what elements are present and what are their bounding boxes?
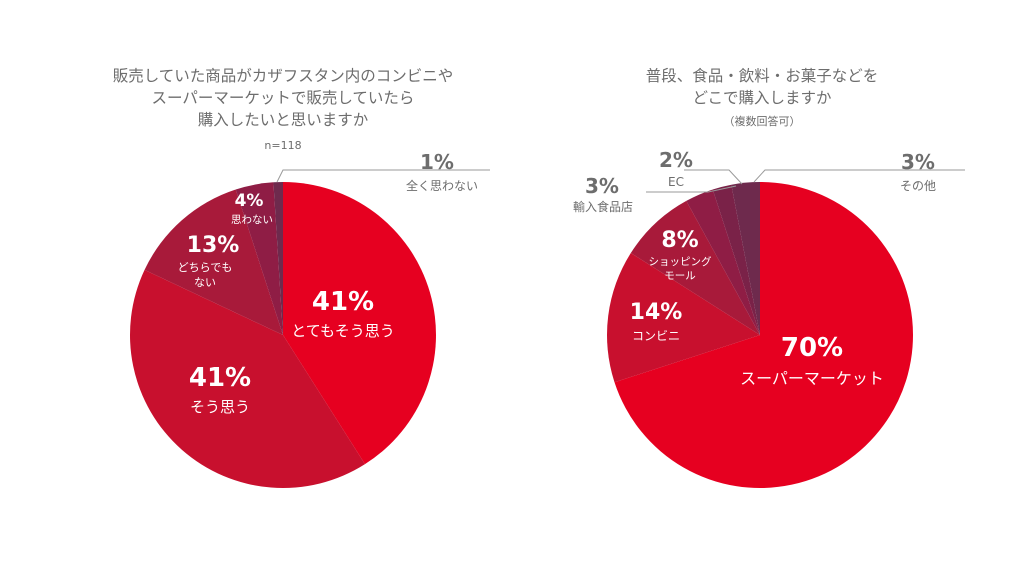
chart-2-slice-3-label-line-2: モール	[664, 270, 696, 282]
chart-2-slice-6-label: その他	[900, 179, 936, 193]
chart-2-title-line-1: 普段、食品・飲料・お菓子などを	[646, 67, 879, 85]
chart-1-title-line-1: 販売していた商品がカザフスタン内のコンビニや	[113, 67, 454, 85]
chart-2-title-line-2: どこで購入しますか	[692, 89, 831, 107]
chart-2-slice-6	[731, 182, 760, 335]
chart-2-slice-5	[712, 184, 760, 335]
chart-1-slice-3-label-line-2: ない	[194, 276, 216, 289]
chart-1-slice-5	[273, 182, 283, 335]
chart-1-sample-size: n=118	[264, 139, 301, 152]
chart-2: 普段、食品・飲料・お菓子などを どこで購入しますか （複数回答可） 70% スー…	[573, 67, 965, 488]
chart-2-slice-4	[686, 189, 760, 335]
chart-2-leader-line-import	[646, 185, 737, 193]
chart-2-slice-3-label-line-1: ショッピング	[649, 255, 712, 268]
chart-1-leader-line	[276, 169, 490, 183]
chart-2-note: （複数回答可）	[724, 114, 801, 128]
chart-2-slice-2	[607, 253, 760, 383]
chart-2-leader-line-other	[753, 169, 965, 183]
chart-2-slice-4-value: 3%	[585, 174, 619, 198]
chart-1-pie	[130, 182, 436, 488]
chart-2-slice-1-label: スーパーマーケット	[740, 369, 884, 388]
chart-1-slice-1-value: 41%	[312, 287, 374, 317]
chart-2-slice-2-value: 14%	[630, 300, 683, 325]
chart-1-slice-5-value: 1%	[420, 150, 454, 174]
chart-2-slice-2-label: コンビニ	[632, 329, 680, 343]
chart-1-slice-5-label: 全く思わない	[406, 178, 478, 193]
chart-2-leader-line-ec	[684, 169, 743, 185]
chart-1: 販売していた商品がカザフスタン内のコンビニや スーパーマーケットで販売していたら…	[113, 67, 490, 488]
chart-2-pie	[607, 181, 914, 488]
chart-2-slice-3	[630, 200, 760, 335]
chart-1-slice-1	[283, 182, 436, 465]
chart-1-slice-2	[130, 269, 365, 488]
chart-2-slice-6-value: 3%	[901, 150, 935, 174]
chart-1-slice-2-label: そう思う	[190, 398, 250, 416]
chart-1-slice-1-label: とてもそう思う	[291, 322, 395, 340]
chart-2-slice-1	[614, 181, 914, 488]
chart-1-slice-3-label-line-1: どちらでも	[178, 261, 233, 274]
chart-1-slice-3	[144, 189, 283, 335]
chart-2-slice-4-label: 輸入食品店	[573, 199, 633, 214]
chart-1-title-line-2: スーパーマーケットで販売していたら	[152, 89, 415, 107]
chart-1-slice-2-value: 41%	[189, 363, 251, 393]
chart-1-slice-3-value: 13%	[187, 233, 240, 258]
chart-1-title-line-3: 購入したいと思いますか	[198, 111, 369, 129]
chart-1-slice-4	[235, 182, 283, 335]
chart-2-slice-5-value: 2%	[659, 148, 693, 172]
chart-1-slice-4-label: 思わない	[231, 214, 273, 226]
chart-1-slice-4-value: 4%	[235, 191, 264, 211]
chart-2-slice-1-value: 70%	[781, 333, 843, 363]
chart-2-slice-3-value: 8%	[661, 228, 698, 253]
chart-2-slice-5-label: EC	[668, 175, 684, 189]
